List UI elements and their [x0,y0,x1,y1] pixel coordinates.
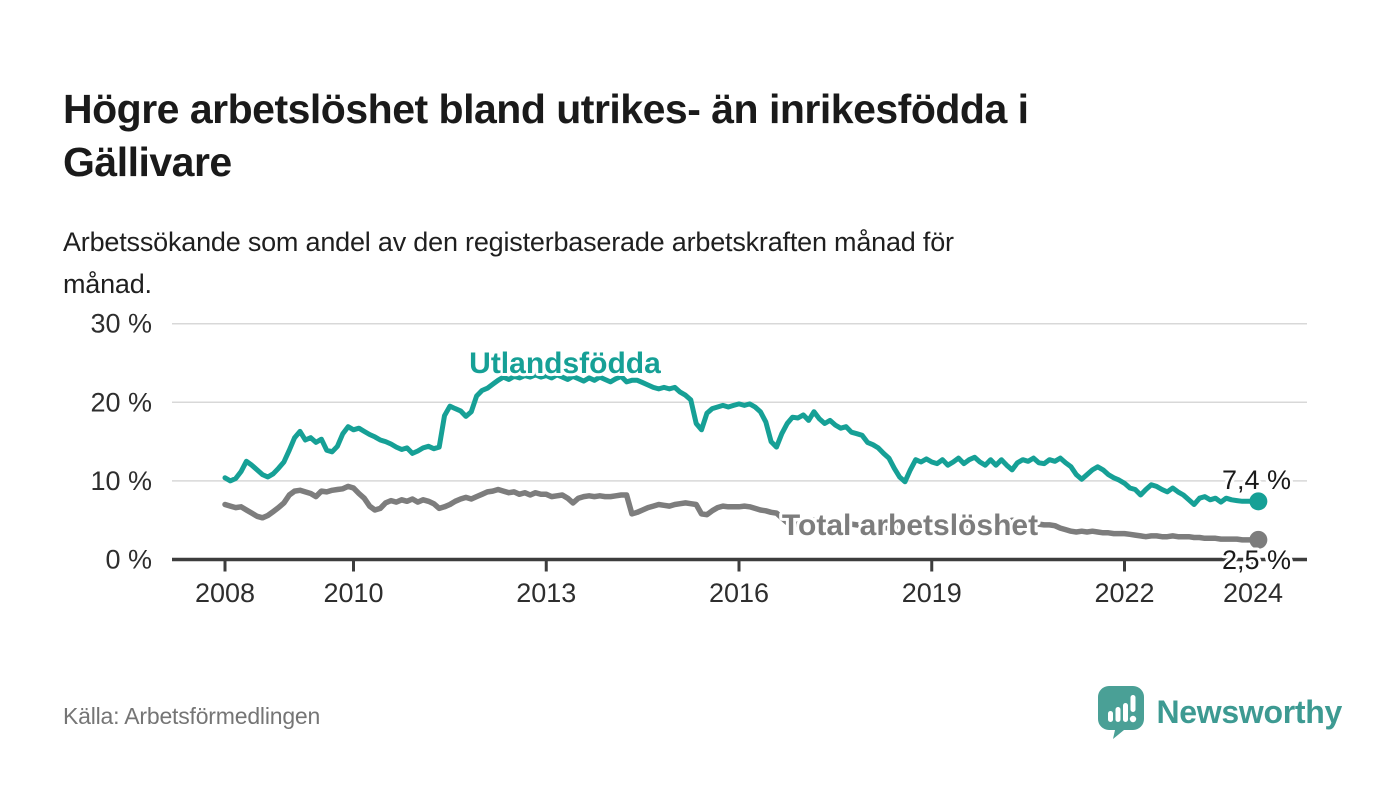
series-line-total [222,483,1262,543]
x-tick-label-2019: 2019 [902,578,962,608]
series-label-foreign-born: Utlandsfödda [469,347,661,380]
x-tick-label-2024: 2024 [1223,578,1283,608]
newsworthy-wordmark: Newsworthy [1156,693,1343,730]
x-tick-label-2016: 2016 [709,578,769,608]
x-tick-label-2022: 2022 [1094,578,1154,608]
y-tick-label-30: 30 % [90,309,152,339]
end-value-label-total: 2,5 % [1222,545,1291,575]
end-value-label-foreign-born: 7,4 % [1222,465,1291,495]
page-title: Högre arbetslöshet bland utrikes- än inr… [63,83,1343,188]
page-subtitle-line-1: Arbetssökande som andel av den registerb… [63,227,954,257]
page-subtitle: Arbetssökande som andel av den registerb… [63,222,1263,306]
source-note: Källa: Arbetsförmedlingen [63,703,321,729]
y-tick-label-10: 10 % [90,466,152,496]
logo-bar-chart-glyph [1107,695,1136,723]
newsworthy-brand: Newsworthy [1096,684,1343,740]
page-title-line-2: Gällivare [63,138,232,185]
x-tick-label-2008: 2008 [195,578,255,608]
x-tick-label-2013: 2013 [516,578,576,608]
series-end-dot-foreign-born [1249,492,1268,511]
page-title-line-1: Högre arbetslöshet bland utrikes- än inr… [63,86,1029,133]
newsworthy-logo-icon [1097,686,1144,739]
series-line-foreign-born [222,372,1261,507]
y-tick-label-20: 20 % [90,387,152,417]
y-tick-label-0: 0 % [105,545,152,575]
series-end-dot-total [1249,530,1268,549]
series-label-total: Total arbetslöshet [782,509,1038,542]
x-tick-label-2010: 2010 [323,578,383,608]
page-subtitle-line-2: månad. [63,268,152,299]
logo-bubble-shape [1097,686,1144,739]
